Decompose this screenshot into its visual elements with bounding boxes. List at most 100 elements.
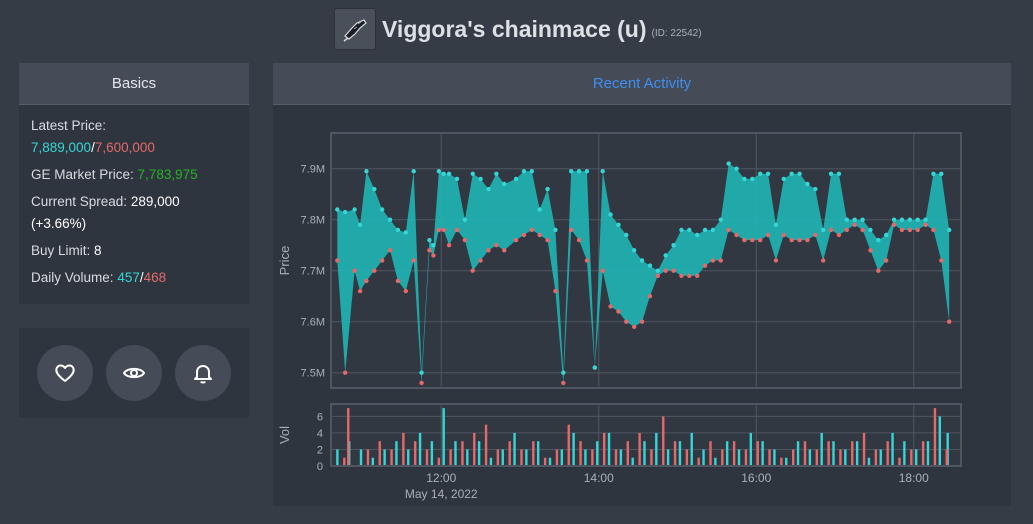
low-volume-bar — [366, 449, 370, 466]
low-price-point — [486, 248, 491, 253]
low-volume-bar — [673, 441, 677, 466]
low-price-point — [631, 324, 637, 329]
high-volume-bar — [903, 441, 906, 466]
high-volume-bar — [359, 449, 363, 466]
high-price-point — [431, 243, 436, 248]
high-price-point — [568, 169, 574, 174]
low-volume-bar — [614, 449, 618, 466]
high-price-point — [537, 207, 542, 212]
high-price-point — [592, 365, 598, 370]
low-price-point — [335, 258, 340, 263]
low-price-point — [702, 263, 708, 268]
high-price-point — [576, 169, 582, 174]
spread-value: 289,000 — [130, 194, 180, 209]
high-volume-bar — [454, 441, 457, 466]
high-price-point — [357, 222, 363, 227]
low-price-point — [561, 380, 566, 386]
low-price-point — [624, 319, 629, 324]
high-price-point — [726, 161, 731, 166]
volume-tick-label: 6 — [317, 411, 323, 423]
buy-limit-value: 8 — [94, 243, 102, 258]
high-price-point — [781, 176, 787, 182]
low-volume-bar — [933, 408, 937, 466]
low-price-point — [718, 258, 724, 263]
low-price-point — [462, 237, 468, 243]
low-volume-bar — [910, 449, 913, 466]
low-price-point — [387, 248, 393, 253]
low-volume-bar — [732, 441, 736, 466]
page-title: Viggora's chainmace (u) — [382, 15, 647, 42]
low-volume-bar — [874, 449, 878, 466]
watch-button[interactable] — [105, 345, 162, 401]
high-volume-bar — [867, 457, 871, 466]
low-volume-bar — [496, 449, 500, 466]
high-volume-bar — [572, 432, 575, 466]
low-volume-bar — [862, 432, 866, 466]
high-volume-bar — [607, 432, 611, 466]
high-price-point — [852, 217, 857, 222]
low-volume-bar — [898, 457, 901, 466]
buy-limit-label: Buy Limit: — [31, 243, 91, 258]
low-volume-bar — [343, 457, 346, 466]
high-volume-bar — [655, 432, 658, 466]
low-price-point — [616, 309, 621, 314]
low-price-point — [765, 232, 771, 238]
daily-volume-row: Daily Volume: 457/468 — [31, 267, 237, 289]
high-price-point — [789, 171, 794, 176]
high-price-point — [403, 230, 409, 235]
high-volume-bar — [501, 449, 504, 466]
high-price-point — [478, 176, 483, 182]
latest-price-row: Latest Price: 7,889,000/7,600,000 — [31, 115, 237, 159]
low-volume-bar — [402, 432, 405, 466]
high-price-point — [899, 217, 905, 222]
high-price-point — [427, 237, 432, 243]
high-price-point — [915, 217, 920, 222]
low-price-point — [379, 258, 385, 263]
low-volume-bar — [851, 441, 854, 466]
high-price-point — [553, 227, 558, 233]
high-price-point — [600, 169, 605, 174]
high-volume-bar — [725, 441, 729, 466]
low-price-point — [600, 268, 605, 273]
low-volume-bar — [473, 432, 476, 466]
high-price-point — [946, 227, 952, 233]
high-price-point — [624, 232, 629, 238]
high-price-point — [486, 186, 491, 192]
high-price-point — [694, 232, 700, 238]
low-volume-bar — [555, 449, 559, 466]
low-price-point — [757, 237, 763, 243]
low-volume-bar — [626, 441, 630, 466]
high-price-point — [372, 186, 377, 192]
low-price-point — [584, 258, 590, 263]
chainmace-icon — [343, 19, 367, 42]
low-volume-bar — [839, 449, 842, 466]
time-tick-label: 14:00 — [584, 471, 614, 485]
low-price-point — [454, 227, 460, 233]
low-price-point — [734, 232, 739, 238]
volume-tick-label: 0 — [317, 461, 323, 473]
favorite-button[interactable] — [37, 345, 94, 401]
low-price-point — [357, 288, 363, 294]
volume-tick-label: 2 — [317, 444, 323, 456]
high-volume-bar — [407, 449, 410, 466]
high-price-point — [387, 217, 393, 222]
low-price-point — [852, 222, 857, 227]
high-price-point — [797, 171, 802, 176]
high-price-point — [513, 176, 519, 182]
low-price-point — [436, 227, 442, 233]
high-volume-bar — [879, 449, 882, 466]
high-price-point — [639, 258, 645, 263]
high-price-point — [470, 171, 475, 176]
latest-price-label: Latest Price: — [31, 118, 107, 133]
high-volume-bar — [714, 457, 717, 466]
high-volume-bar — [891, 432, 894, 466]
high-volume-bar — [796, 441, 800, 466]
low-price-point — [868, 248, 873, 253]
daily-volume-high: 457 — [117, 270, 140, 285]
high-price-point — [655, 268, 661, 273]
low-price-point — [494, 243, 499, 248]
high-price-point — [883, 232, 889, 238]
low-volume-bar — [650, 449, 653, 466]
actions-panel — [19, 328, 249, 418]
alert-button[interactable] — [174, 345, 231, 401]
